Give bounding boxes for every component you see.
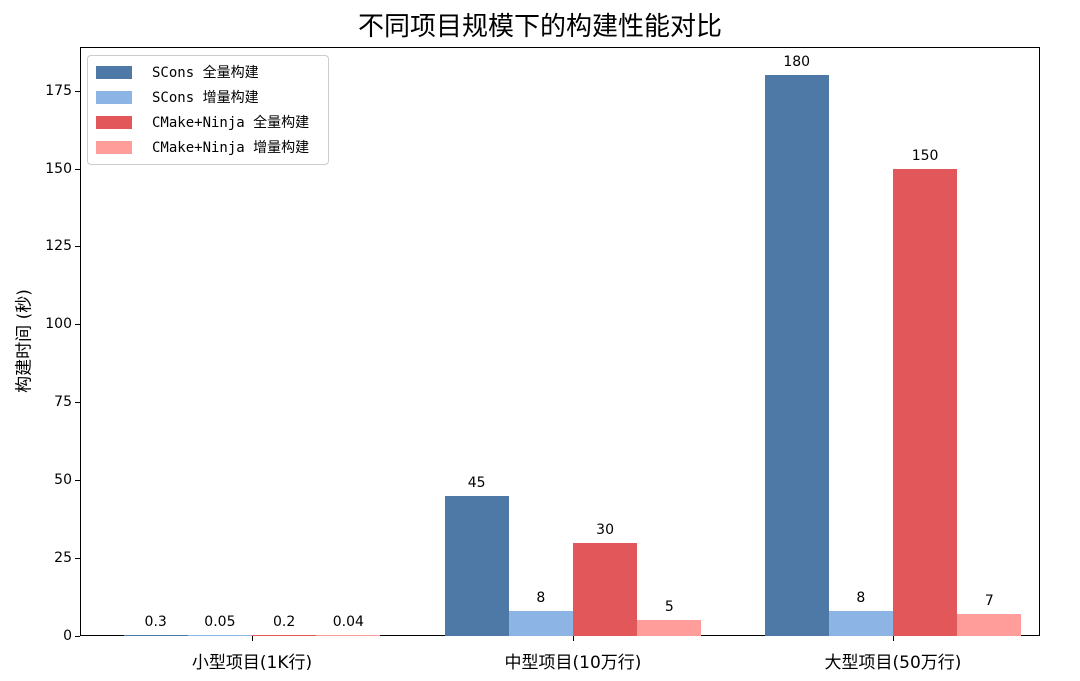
legend-label: SCons 全量构建 bbox=[152, 65, 259, 81]
bar-value-label: 8 bbox=[536, 590, 546, 607]
legend-swatch bbox=[96, 115, 132, 129]
x-tick-label: 大型项目(50万行) bbox=[824, 653, 962, 673]
bar bbox=[637, 620, 702, 636]
legend: SCons 全量构建 SCons 增量构建 CMake+Ninja 全量构建 C… bbox=[87, 55, 329, 165]
y-tick-label: 150 bbox=[45, 160, 72, 177]
bar-value-label: 180 bbox=[783, 54, 811, 71]
x-tick-mark bbox=[573, 636, 574, 641]
legend-item: SCons 增量构建 bbox=[96, 87, 259, 107]
y-tick-mark bbox=[75, 402, 80, 404]
y-tick-mark bbox=[75, 90, 80, 92]
bar-value-label: 0.2 bbox=[272, 614, 296, 630]
y-tick-mark bbox=[75, 480, 80, 482]
legend-swatch bbox=[96, 90, 132, 104]
bar-value-label: 0.05 bbox=[204, 614, 236, 630]
y-tick-mark bbox=[75, 168, 80, 170]
legend-item: CMake+Ninja 全量构建 bbox=[96, 112, 309, 132]
bar bbox=[252, 635, 317, 636]
bar bbox=[573, 542, 638, 636]
bar-value-label: 45 bbox=[467, 474, 486, 491]
bar-value-label: 5 bbox=[664, 599, 674, 616]
bar-value-label: 8 bbox=[856, 590, 866, 607]
bar bbox=[123, 635, 188, 636]
bar bbox=[444, 495, 509, 636]
bar bbox=[828, 611, 893, 636]
y-tick-mark bbox=[75, 636, 80, 637]
chart-title: 不同项目规模下的构建性能对比 bbox=[357, 12, 722, 42]
bar-value-label: 0.3 bbox=[144, 614, 167, 630]
y-tick-label: 50 bbox=[54, 472, 72, 489]
y-tick-mark bbox=[75, 246, 80, 248]
y-tick-label: 25 bbox=[54, 550, 72, 567]
y-tick-mark bbox=[75, 558, 80, 560]
bar bbox=[187, 635, 252, 636]
bar-value-label: 0.04 bbox=[332, 614, 364, 630]
x-tick-label: 中型项目(10万行) bbox=[504, 653, 642, 673]
bar-value-label: 30 bbox=[596, 521, 615, 538]
legend-item: CMake+Ninja 增量构建 bbox=[96, 137, 309, 157]
bar-value-label: 7 bbox=[984, 593, 994, 610]
y-tick-label: 100 bbox=[45, 316, 72, 333]
bar-value-label: 150 bbox=[911, 147, 939, 164]
x-tick-mark bbox=[252, 636, 253, 641]
legend-label: CMake+Ninja 增量构建 bbox=[152, 140, 310, 156]
bar bbox=[957, 614, 1022, 636]
y-tick-label: 125 bbox=[45, 238, 72, 255]
legend-item: SCons 全量构建 bbox=[96, 62, 259, 82]
y-tick-label: 0 bbox=[63, 628, 72, 644]
legend-swatch bbox=[96, 140, 132, 154]
legend-label: CMake+Ninja 全量构建 bbox=[152, 115, 310, 131]
y-tick-label: 75 bbox=[54, 394, 72, 411]
bar bbox=[764, 75, 829, 636]
y-tick-mark bbox=[75, 324, 80, 326]
legend-swatch bbox=[96, 65, 132, 79]
x-tick-label: 小型项目(1K行) bbox=[191, 653, 313, 673]
bar bbox=[316, 635, 381, 636]
x-tick-mark bbox=[893, 636, 894, 641]
legend-label: SCons 增量构建 bbox=[152, 90, 259, 106]
y-tick-label: 175 bbox=[45, 82, 72, 99]
bar bbox=[508, 611, 573, 636]
y-axis-label: 构建时间 (秒) bbox=[14, 289, 35, 393]
bar bbox=[893, 168, 958, 636]
